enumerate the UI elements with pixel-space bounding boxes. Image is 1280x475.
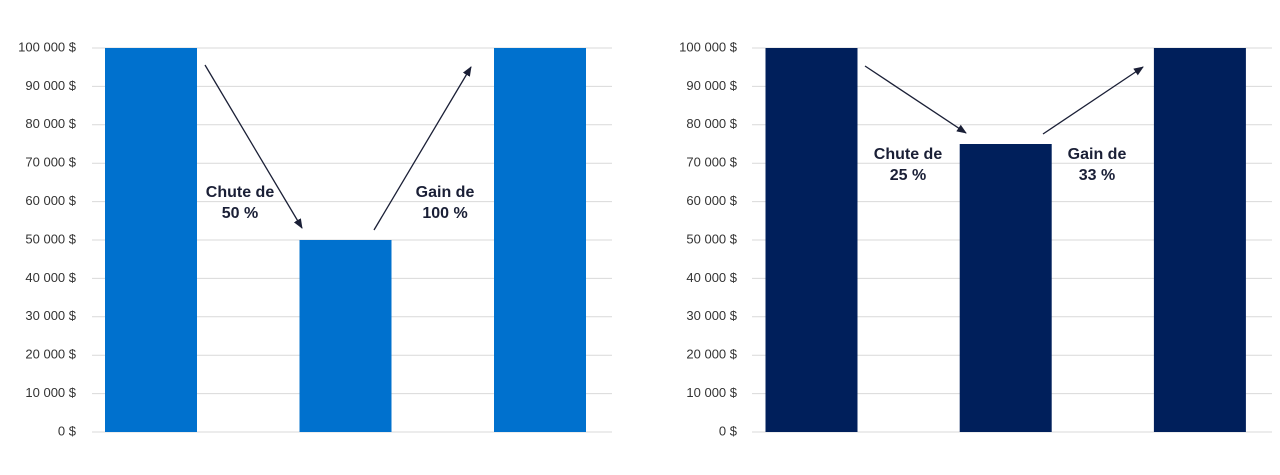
- y-tick-label: 90 000 $: [686, 78, 737, 93]
- y-tick-label: 20 000 $: [25, 347, 76, 362]
- y-tick-label: 0 $: [58, 423, 77, 438]
- y-tick-label: 60 000 $: [686, 193, 737, 208]
- y-tick-label: 80 000 $: [25, 116, 76, 131]
- y-tick-label: 50 000 $: [686, 231, 737, 246]
- bar: [959, 144, 1052, 432]
- annotation: 100 %: [422, 205, 467, 222]
- y-tick-label: 100 000 $: [679, 39, 738, 54]
- y-tick-label: 60 000 $: [25, 193, 76, 208]
- y-tick-label: 70 000 $: [686, 155, 737, 170]
- arrow: [864, 65, 967, 134]
- y-tick-label: 40 000 $: [25, 270, 76, 285]
- bar: [105, 48, 197, 432]
- y-tick-label: 70 000 $: [25, 155, 76, 170]
- y-tick-label: 10 000 $: [686, 385, 737, 400]
- y-tick-label: 100 000 $: [18, 39, 77, 54]
- bar: [299, 240, 392, 432]
- annotation: 50 %: [222, 205, 258, 222]
- y-tick-label: 90 000 $: [25, 78, 76, 93]
- bar: [765, 48, 858, 432]
- bar: [494, 48, 586, 432]
- chart: 0 $ 10 000 $ 20 000 $ 30 000 $ 40 000 $ 50 00…: [679, 39, 1272, 438]
- arrow: [373, 66, 472, 231]
- y-tick-label: 50 000 $: [25, 231, 76, 246]
- annotation: Gain de: [416, 184, 475, 201]
- bar: [1153, 48, 1246, 432]
- y-tick-label: 0 $: [719, 423, 738, 438]
- y-tick-label: 30 000 $: [25, 308, 76, 323]
- arrow: [204, 64, 303, 229]
- arrow: [1042, 66, 1144, 135]
- annotation: Chute de: [874, 146, 943, 163]
- annotation: 25 %: [890, 167, 926, 184]
- y-tick-label: 40 000 $: [686, 270, 737, 285]
- y-tick-label: 30 000 $: [686, 308, 737, 323]
- annotation: Chute de: [206, 184, 275, 201]
- y-tick-label: 80 000 $: [686, 116, 737, 131]
- annotation: Gain de: [1068, 146, 1127, 163]
- annotation: 33 %: [1079, 167, 1115, 184]
- y-tick-label: 10 000 $: [25, 385, 76, 400]
- chart: 0 $ 10 000 $ 20 000 $ 30 000 $ 40 000 $ 50 00…: [18, 39, 612, 438]
- y-tick-label: 20 000 $: [686, 347, 737, 362]
